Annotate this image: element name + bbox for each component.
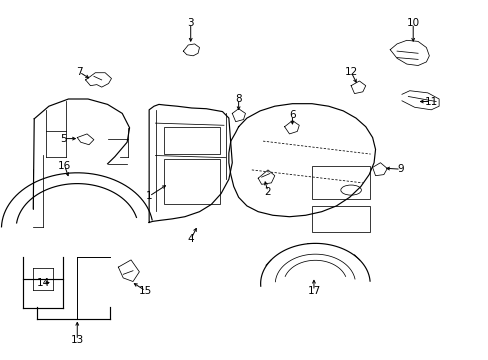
Bar <box>311 166 369 199</box>
Text: 17: 17 <box>306 286 320 296</box>
Text: 16: 16 <box>58 161 71 171</box>
Bar <box>163 159 220 204</box>
Text: 15: 15 <box>139 286 152 296</box>
Bar <box>163 127 220 154</box>
Text: 9: 9 <box>397 164 404 174</box>
Text: 3: 3 <box>187 18 194 28</box>
Text: 7: 7 <box>76 67 82 77</box>
Text: 8: 8 <box>235 94 242 104</box>
Text: 6: 6 <box>288 110 295 120</box>
Text: 14: 14 <box>36 278 50 288</box>
Text: 12: 12 <box>344 67 357 77</box>
Text: 11: 11 <box>424 96 437 107</box>
Bar <box>311 206 369 232</box>
Text: 5: 5 <box>60 134 67 144</box>
Text: 2: 2 <box>264 186 271 197</box>
Text: 1: 1 <box>145 191 152 201</box>
Text: 13: 13 <box>70 335 84 345</box>
Text: 10: 10 <box>406 18 419 28</box>
Text: 4: 4 <box>187 234 194 244</box>
